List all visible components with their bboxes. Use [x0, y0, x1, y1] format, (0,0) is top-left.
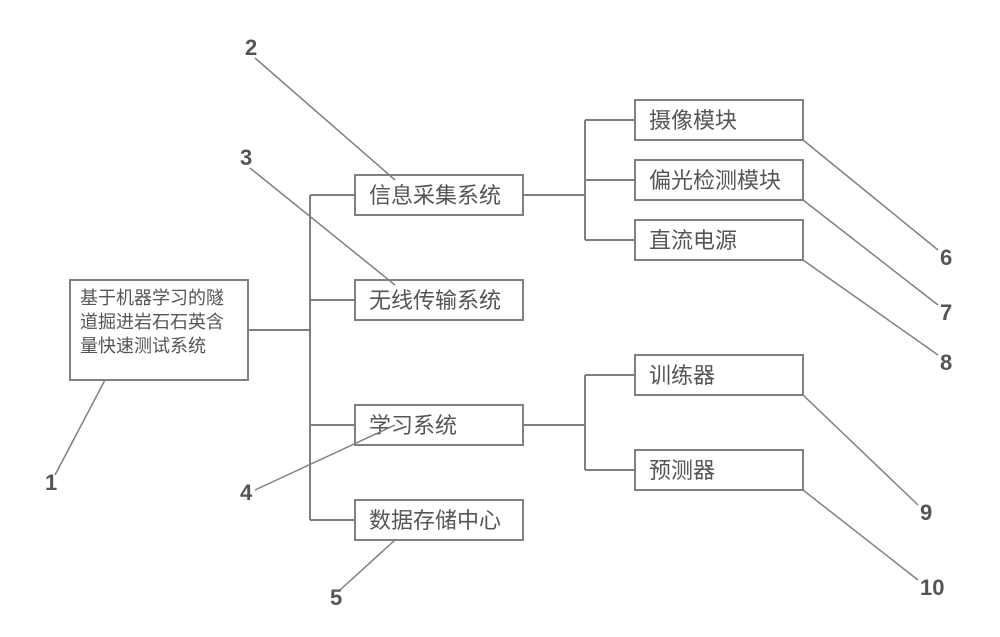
leader-number: 10 [920, 575, 944, 600]
leader-number: 3 [240, 145, 252, 170]
leader-number: 8 [940, 350, 952, 375]
node-label: 学习系统 [369, 413, 457, 438]
leader-number: 7 [940, 300, 952, 325]
node-label: 道掘进岩石石英含 [80, 312, 224, 332]
node-label: 预测器 [649, 458, 715, 483]
leader-number: 9 [920, 500, 932, 525]
leader-line [255, 58, 395, 180]
leader-line [803, 260, 938, 355]
leader-line [803, 395, 918, 505]
node-label: 信息采集系统 [369, 183, 501, 208]
leader-line [803, 490, 918, 580]
node-label: 数据存储中心 [369, 508, 501, 533]
leader-line [803, 200, 938, 305]
leader-number: 2 [245, 35, 257, 60]
leader-line [255, 425, 395, 490]
node-label: 训练器 [649, 363, 715, 388]
leader-number: 1 [45, 470, 57, 495]
node-label: 摄像模块 [649, 108, 737, 133]
leader-line [340, 540, 395, 590]
leader-number: 5 [330, 585, 342, 610]
leader-line [803, 140, 938, 250]
node-label: 偏光检测模块 [649, 168, 781, 193]
leader-line [55, 380, 105, 475]
node-label: 直流电源 [649, 228, 737, 253]
node-label: 量快速测试系统 [80, 336, 206, 356]
leader-number: 6 [940, 245, 952, 270]
node-label: 基于机器学习的隧 [80, 288, 224, 308]
node-label: 无线传输系统 [369, 288, 501, 313]
leader-number: 4 [240, 480, 253, 505]
